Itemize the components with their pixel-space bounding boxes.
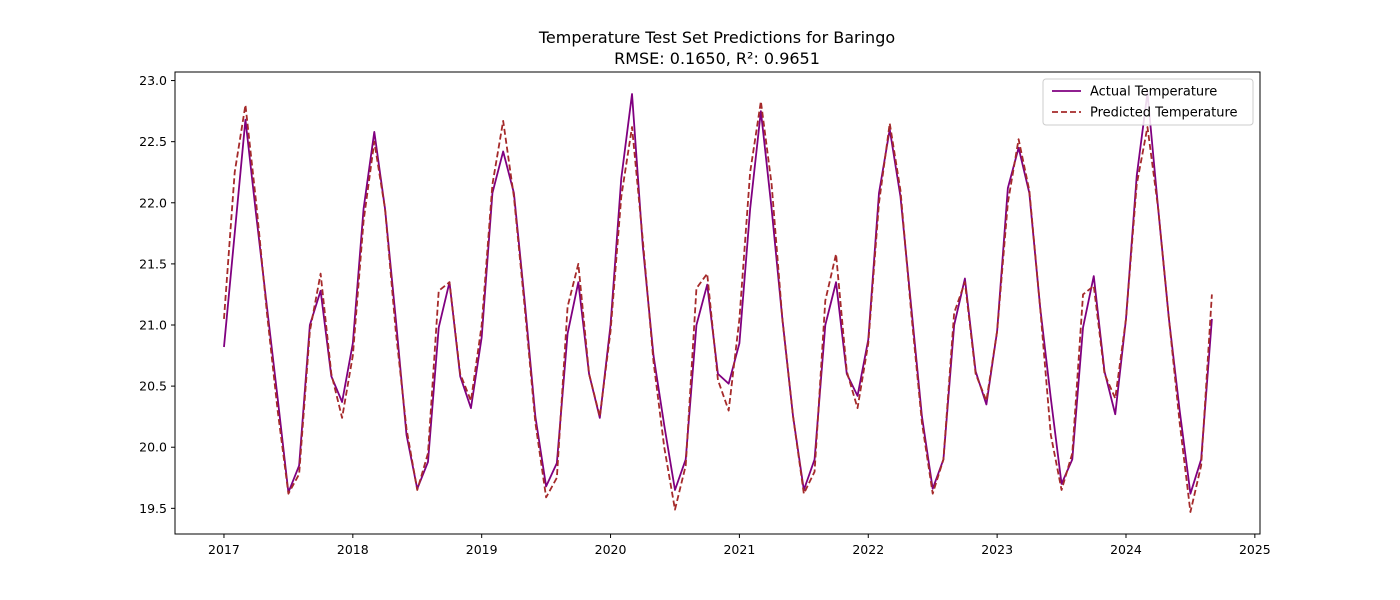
- y-tick-label: 21.5: [139, 256, 167, 271]
- series-layer: [223, 91, 1213, 513]
- legend-box: [1042, 78, 1254, 126]
- series-line-predicted: [223, 100, 1213, 513]
- plot-area: [174, 71, 1261, 535]
- x-tick-label: 2017: [208, 542, 240, 557]
- chart-subtitle: RMSE: 0.1650, R²: 0.9651: [614, 49, 820, 68]
- legend-label-actual: Actual Temperature: [1090, 85, 1217, 100]
- y-tick-label: 22.0: [139, 195, 167, 210]
- x-tick-label: 2018: [337, 542, 369, 557]
- x-tick-label: 2022: [852, 542, 884, 557]
- legend-label-predicted: Predicted Temperature: [1090, 106, 1238, 121]
- y-tick-label: 23.0: [139, 73, 167, 88]
- y-tick-label: 20.5: [139, 379, 167, 394]
- chart-title: Temperature Test Set Predictions for Bar…: [538, 28, 895, 47]
- x-tick-label: 2025: [1239, 542, 1271, 557]
- y-axis: 19.5 20.0 20.5 21.0 21.5 22.0 22.5 23.0: [139, 73, 175, 516]
- x-tick-label: 2021: [723, 542, 755, 557]
- y-tick-label: 19.5: [139, 501, 167, 516]
- x-axis: 2017 2018 2019 2020 2021 2022 2023 2024 2025: [208, 534, 1271, 557]
- x-tick-label: 2023: [981, 542, 1013, 557]
- legend: Actual Temperature Predicted Temperature: [1042, 78, 1254, 126]
- x-tick-label: 2020: [595, 542, 627, 557]
- x-tick-label: 2024: [1110, 542, 1142, 557]
- x-tick-label: 2019: [466, 542, 498, 557]
- y-tick-label: 21.0: [139, 318, 167, 333]
- y-tick-label: 22.5: [139, 134, 167, 149]
- y-tick-label: 20.0: [139, 440, 167, 455]
